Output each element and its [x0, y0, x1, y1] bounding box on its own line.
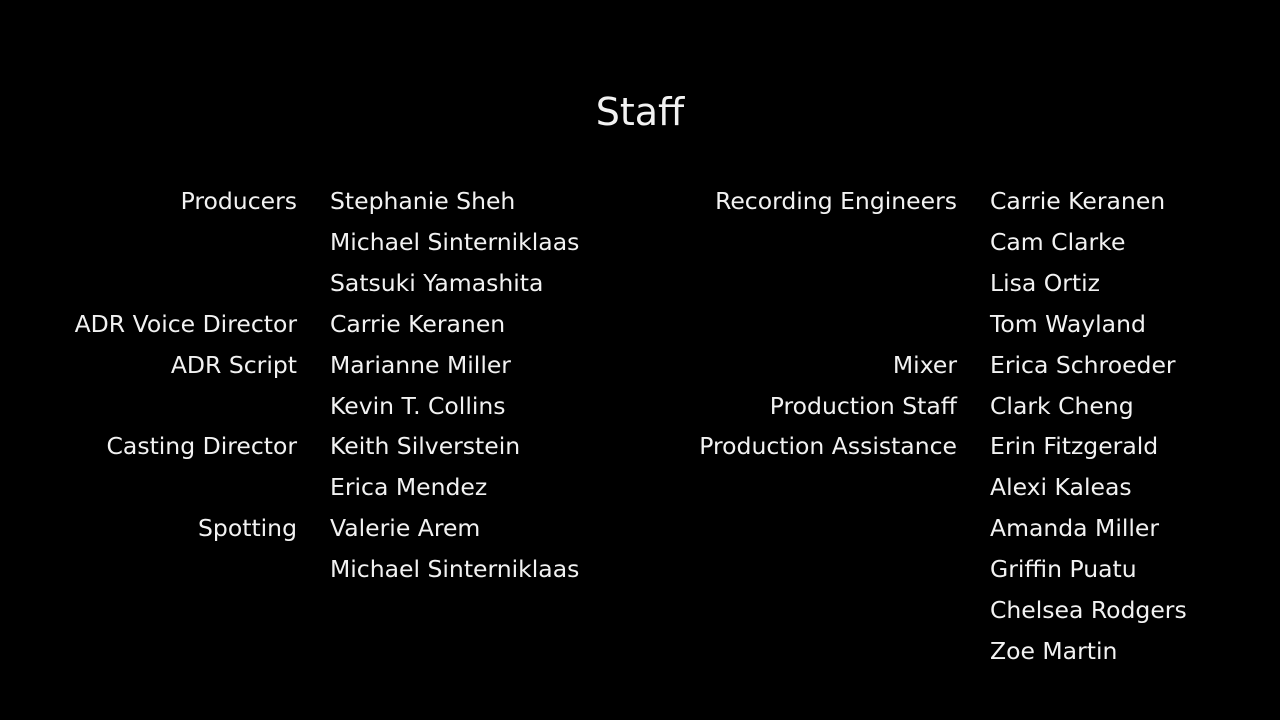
- credit-name: Griffin Puatu: [990, 555, 1137, 584]
- credit-name: Alexi Kaleas: [990, 473, 1132, 502]
- credit-name: Tom Wayland: [990, 309, 1146, 338]
- credit-name: Amanda Miller: [990, 514, 1160, 543]
- credits-title: Staff: [595, 90, 685, 134]
- credit-name: Kevin T. Collins: [330, 391, 506, 420]
- credit-name: Clark Cheng: [990, 391, 1134, 420]
- credit-name: Carrie Keranen: [330, 309, 506, 338]
- credit-name: Cam Clarke: [990, 227, 1126, 256]
- credit-name: Satsuki Yamashita: [330, 268, 544, 297]
- credit-name: Michael Sinterniklaas: [330, 227, 580, 256]
- credit-role: ADR Script: [170, 350, 297, 379]
- credit-role: Recording Engineers: [715, 187, 957, 215]
- credit-name: Keith Silverstein: [330, 432, 521, 461]
- credit-role: Spotting: [198, 514, 297, 543]
- credit-name: Erica Schroeder: [990, 350, 1176, 379]
- credit-role: Production Staff: [769, 391, 957, 420]
- credit-name: Carrie Keranen: [990, 187, 1166, 215]
- credit-role: Casting Director: [106, 432, 297, 461]
- credit-name: Erin Fitzgerald: [990, 432, 1159, 461]
- credit-role: Mixer: [892, 350, 957, 379]
- credit-name: Marianne Miller: [330, 350, 511, 379]
- credit-name: Erica Mendez: [330, 473, 488, 502]
- credit-name: Chelsea Rodgers: [990, 596, 1187, 624]
- credit-name: Stephanie Sheh: [330, 187, 516, 215]
- credit-name: Lisa Ortiz: [990, 268, 1100, 297]
- credit-role: Producers: [180, 187, 297, 215]
- credit-role: Production Assistance: [699, 432, 957, 461]
- credit-name: Michael Sinterniklaas: [330, 555, 580, 584]
- credit-name: Zoe Martin: [990, 636, 1118, 665]
- credit-name: Valerie Arem: [330, 514, 481, 543]
- credit-role: ADR Voice Director: [74, 309, 297, 338]
